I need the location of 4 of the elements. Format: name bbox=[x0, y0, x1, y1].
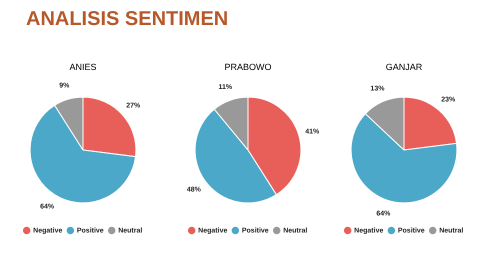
chart-title: GANJAR bbox=[384, 62, 424, 74]
text: ANALISIS SENTIMEN bbox=[26, 8, 228, 31]
chart-title: ANIES bbox=[68, 62, 98, 74]
chart-title: PRABOWO bbox=[223, 62, 272, 74]
